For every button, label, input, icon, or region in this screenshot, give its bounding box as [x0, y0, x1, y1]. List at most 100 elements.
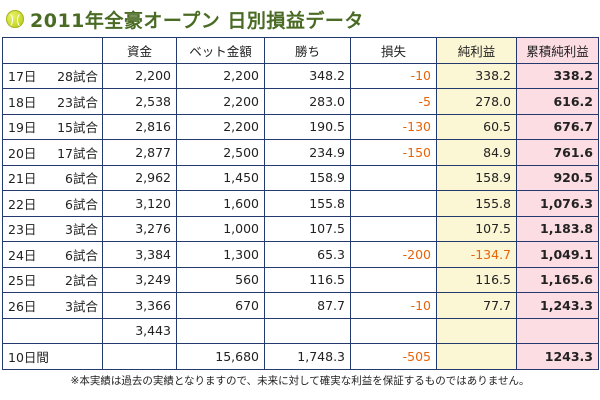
row-label: 25日 2試合 [2, 266, 103, 293]
row-label [2, 317, 103, 344]
cell-bet: 2,200 [176, 62, 265, 89]
cell-win: 348.2 [264, 62, 351, 89]
row-day: 25日 [8, 273, 37, 289]
cell-cumulative: 1,243.3 [516, 292, 599, 319]
row-games: 17試合 [57, 145, 98, 161]
table-row: 19日 15試合 2,816 2,200 190.5 -130 60.5 676.7 [2, 113, 599, 140]
cell-loss [350, 317, 437, 344]
cell-cumulative: 920.5 [516, 164, 599, 191]
row-games: 23試合 [57, 94, 98, 110]
total-funds [102, 343, 177, 370]
header-row: 資金 ベット金額 勝ち 損失 純利益 累積純利益 [2, 37, 599, 64]
total-win: 1,748.3 [264, 343, 351, 370]
header-funds: 資金 [102, 37, 177, 64]
row-label: 23日 3試合 [2, 215, 103, 242]
cell-win: 158.9 [264, 164, 351, 191]
cell-loss [350, 215, 437, 242]
header-win: 勝ち [264, 37, 351, 64]
cell-funds: 3,249 [102, 266, 177, 293]
cell-funds: 3,366 [102, 292, 177, 319]
cell-net: 84.9 [436, 139, 517, 166]
cell-loss: -10 [350, 62, 437, 89]
cell-bet: 560 [176, 266, 265, 293]
cell-net: 278.0 [436, 88, 517, 115]
cell-win: 190.5 [264, 113, 351, 140]
cell-net: 155.8 [436, 190, 517, 217]
total-bet: 15,680 [176, 343, 265, 370]
cell-cumulative: 1,165.6 [516, 266, 599, 293]
cell-win: 116.5 [264, 266, 351, 293]
row-label: 26日 3試合 [2, 292, 103, 319]
header-cumulative: 累積純利益 [516, 37, 599, 64]
row-label: 19日 15試合 [2, 113, 103, 140]
tennis-ball-icon [6, 10, 24, 28]
cell-bet: 1,300 [176, 241, 265, 268]
cell-net: 60.5 [436, 113, 517, 140]
cell-loss [350, 164, 437, 191]
row-games: 28試合 [57, 69, 98, 85]
cell-funds: 3,120 [102, 190, 177, 217]
cell-win: 283.0 [264, 88, 351, 115]
cell-funds: 2,962 [102, 164, 177, 191]
cell-bet: 670 [176, 292, 265, 319]
daily-pl-table: 資金 ベット金額 勝ち 損失 純利益 累積純利益 17日 28試合 2,200 2,2… [2, 37, 599, 370]
cell-bet: 2,200 [176, 88, 265, 115]
row-day: 18日 [8, 94, 37, 110]
row-games: 6試合 [65, 196, 98, 212]
row-label: 21日 6試合 [2, 164, 103, 191]
total-net [436, 343, 517, 370]
table-row: 26日 3試合 3,366 670 87.7 -10 77.7 1,243.3 [2, 292, 599, 319]
total-label: 10日間 [2, 343, 103, 370]
page-title: 2011年全豪オープン 日別損益データ [30, 9, 364, 32]
cell-win: 155.8 [264, 190, 351, 217]
row-games: 2試合 [65, 273, 98, 289]
row-games: 6試合 [65, 247, 98, 263]
cell-win [264, 317, 351, 344]
cell-win: 65.3 [264, 241, 351, 268]
row-games: 6試合 [65, 171, 98, 187]
cell-net: 77.7 [436, 292, 517, 319]
total-cumulative: 1243.3 [516, 343, 599, 370]
cell-loss: -10 [350, 292, 437, 319]
row-day: 21日 [8, 171, 37, 187]
table-row: 22日 6試合 3,120 1,600 155.8 155.8 1,076.3 [2, 190, 599, 217]
table-row: 18日 23試合 2,538 2,200 283.0 -5 278.0 616.2 [2, 88, 599, 115]
row-label: 22日 6試合 [2, 190, 103, 217]
cell-funds: 3,443 [102, 317, 177, 344]
title-bar: 2011年全豪オープン 日別損益データ [4, 4, 594, 34]
cell-cumulative [516, 317, 599, 344]
row-games: 3試合 [65, 298, 98, 314]
cell-bet: 1,450 [176, 164, 265, 191]
cell-funds: 2,877 [102, 139, 177, 166]
cell-cumulative: 616.2 [516, 88, 599, 115]
row-label: 17日 28試合 [2, 62, 103, 89]
cell-funds: 2,200 [102, 62, 177, 89]
total-loss: -505 [350, 343, 437, 370]
table-row: 20日 17試合 2,877 2,500 234.9 -150 84.9 761.6 [2, 139, 599, 166]
row-day: 26日 [8, 298, 37, 314]
row-day: 24日 [8, 247, 37, 263]
table-row: 23日 3試合 3,276 1,000 107.5 107.5 1,183.8 [2, 215, 599, 242]
cell-loss: -5 [350, 88, 437, 115]
cell-cumulative: 1,049.1 [516, 241, 599, 268]
cell-cumulative: 338.2 [516, 62, 599, 89]
row-day: 17日 [8, 69, 37, 85]
row-label: 18日 23試合 [2, 88, 103, 115]
row-day: 22日 [8, 196, 37, 212]
header-blank [2, 37, 103, 64]
cell-net: 107.5 [436, 215, 517, 242]
table-row: 21日 6試合 2,962 1,450 158.9 158.9 920.5 [2, 164, 599, 191]
cell-funds: 3,276 [102, 215, 177, 242]
cell-loss: -150 [350, 139, 437, 166]
table-row: 17日 28試合 2,200 2,200 348.2 -10 338.2 338.2 [2, 62, 599, 89]
cell-win: 87.7 [264, 292, 351, 319]
row-day: 20日 [8, 145, 37, 161]
cell-funds: 3,384 [102, 241, 177, 268]
cell-bet: 2,200 [176, 113, 265, 140]
cell-win: 234.9 [264, 139, 351, 166]
cell-loss: -130 [350, 113, 437, 140]
row-games: 15試合 [57, 120, 98, 136]
row-label: 24日 6試合 [2, 241, 103, 268]
cell-cumulative: 1,183.8 [516, 215, 599, 242]
row-day: 23日 [8, 222, 37, 238]
